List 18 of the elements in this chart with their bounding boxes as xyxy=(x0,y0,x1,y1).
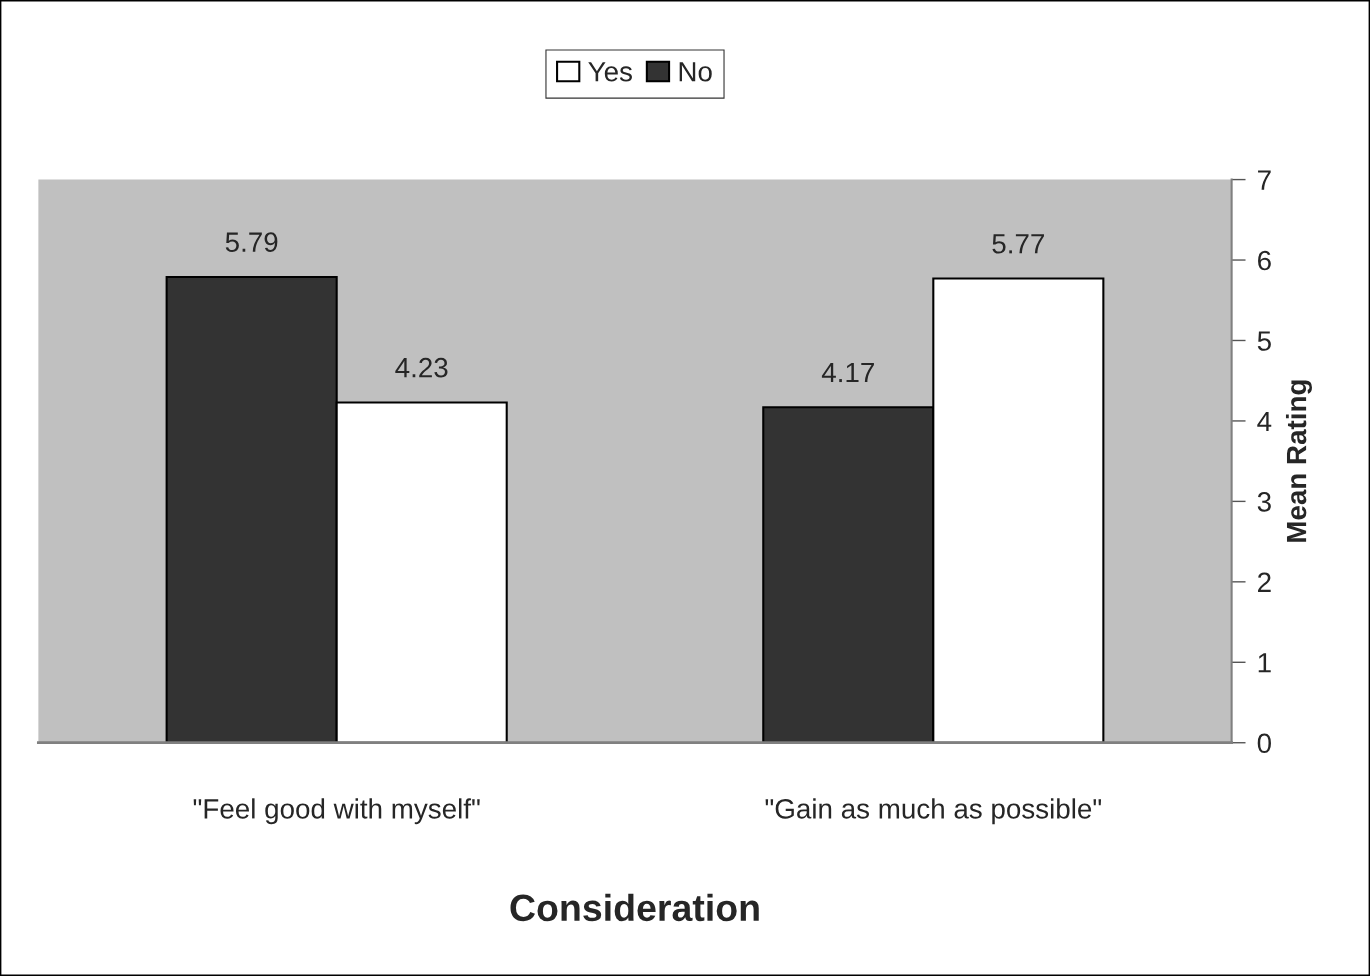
y-tick-label: 3 xyxy=(1257,492,1271,512)
data-label: 4.17 xyxy=(821,362,874,383)
data-label: 5.79 xyxy=(225,232,278,252)
y-tick-label: 0 xyxy=(1257,733,1271,754)
data-label: 5.77 xyxy=(992,234,1044,254)
data-label: 4.23 xyxy=(395,357,448,378)
y-axis-title: Mean Rating xyxy=(1285,380,1312,542)
x-tick-label: "Feel good with myself" xyxy=(193,798,480,825)
x-axis-title: Consideration xyxy=(510,893,759,922)
y-tick-label: 5 xyxy=(1257,331,1271,351)
y-tick-label: 2 xyxy=(1258,572,1271,592)
y-tick-label: 7 xyxy=(1258,170,1271,190)
y-tick-label: 1 xyxy=(1258,653,1271,673)
legend-label: No xyxy=(679,62,712,82)
legend-label: Yes xyxy=(588,62,632,82)
y-tick-label: 4 xyxy=(1257,411,1272,431)
y-tick-label: 6 xyxy=(1258,250,1271,271)
x-tick-label: "Gain as much as possible" xyxy=(765,798,1102,825)
